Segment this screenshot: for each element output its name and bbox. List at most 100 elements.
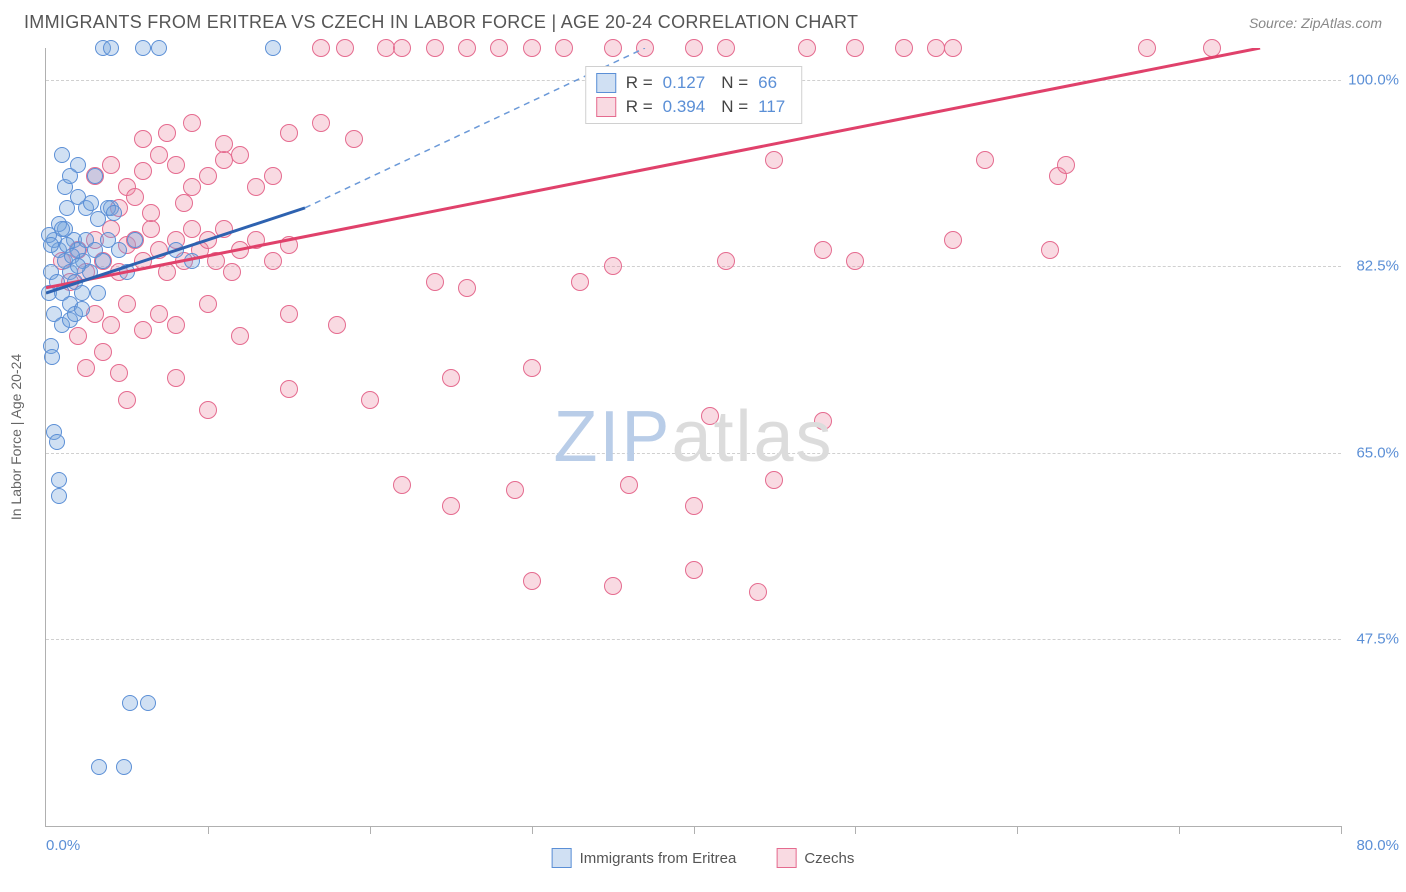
data-point-czechs — [199, 401, 217, 419]
data-point-czechs — [685, 561, 703, 579]
data-point-eritrea — [70, 258, 86, 274]
n-value-eritrea: 66 — [758, 73, 777, 93]
data-point-czechs — [231, 146, 249, 164]
n-label: N = — [721, 97, 748, 117]
data-point-eritrea — [54, 147, 70, 163]
x-tick — [1179, 826, 1180, 834]
data-point-czechs — [69, 327, 87, 345]
data-point-eritrea — [168, 242, 184, 258]
data-point-czechs — [442, 497, 460, 515]
watermark-zip: ZIP — [553, 397, 671, 477]
data-point-eritrea — [119, 264, 135, 280]
data-point-eritrea — [265, 40, 281, 56]
x-axis-max-label: 80.0% — [1356, 837, 1399, 854]
data-point-czechs — [175, 194, 193, 212]
data-point-czechs — [1041, 241, 1059, 259]
data-point-czechs — [312, 39, 330, 57]
data-point-czechs — [126, 188, 144, 206]
data-point-czechs — [345, 130, 363, 148]
data-point-eritrea — [91, 759, 107, 775]
data-point-eritrea — [51, 488, 67, 504]
data-point-eritrea — [51, 472, 67, 488]
data-point-czechs — [523, 39, 541, 57]
data-point-czechs — [118, 391, 136, 409]
data-point-czechs — [393, 476, 411, 494]
data-point-czechs — [134, 252, 152, 270]
data-point-eritrea — [116, 759, 132, 775]
data-point-czechs — [167, 369, 185, 387]
data-point-czechs — [685, 39, 703, 57]
data-point-eritrea — [62, 168, 78, 184]
stats-legend: R = 0.127 N = 66 R = 0.394 N = 117 — [585, 66, 803, 124]
data-point-eritrea — [90, 285, 106, 301]
r-value-eritrea: 0.127 — [663, 73, 706, 93]
data-point-czechs — [247, 231, 265, 249]
data-point-czechs — [158, 124, 176, 142]
y-tick-label: 47.5% — [1356, 631, 1399, 648]
scatter-chart: In Labor Force | Age 20-24 ZIPatlas R = … — [45, 48, 1341, 827]
data-point-czechs — [944, 39, 962, 57]
data-point-czechs — [77, 359, 95, 377]
data-point-czechs — [604, 577, 622, 595]
data-point-eritrea — [74, 301, 90, 317]
data-point-eritrea — [127, 232, 143, 248]
data-point-czechs — [264, 252, 282, 270]
y-tick-label: 65.0% — [1356, 444, 1399, 461]
data-point-czechs — [765, 471, 783, 489]
x-tick — [370, 826, 371, 834]
n-value-czechs: 117 — [758, 97, 785, 117]
data-point-czechs — [717, 39, 735, 57]
data-point-czechs — [183, 220, 201, 238]
stats-row-czechs: R = 0.394 N = 117 — [596, 95, 792, 119]
x-tick — [532, 826, 533, 834]
data-point-eritrea — [151, 40, 167, 56]
data-point-czechs — [199, 231, 217, 249]
r-label: R = — [626, 73, 653, 93]
data-point-czechs — [846, 252, 864, 270]
gridline — [46, 639, 1341, 640]
x-tick — [1017, 826, 1018, 834]
data-point-czechs — [223, 263, 241, 281]
data-point-czechs — [102, 316, 120, 334]
data-point-czechs — [361, 391, 379, 409]
data-point-eritrea — [49, 434, 65, 450]
data-point-czechs — [142, 204, 160, 222]
data-point-eritrea — [122, 695, 138, 711]
data-point-eritrea — [103, 40, 119, 56]
data-point-czechs — [110, 364, 128, 382]
data-point-eritrea — [87, 168, 103, 184]
r-value-czechs: 0.394 — [663, 97, 706, 117]
data-point-czechs — [685, 497, 703, 515]
data-point-eritrea — [106, 205, 122, 221]
data-point-czechs — [523, 359, 541, 377]
data-point-czechs — [798, 39, 816, 57]
legend-label-eritrea: Immigrants from Eritrea — [580, 850, 737, 867]
gridline — [46, 453, 1341, 454]
swatch-czechs — [776, 848, 796, 868]
r-label: R = — [626, 97, 653, 117]
data-point-czechs — [134, 321, 152, 339]
data-point-czechs — [523, 572, 541, 590]
x-tick — [208, 826, 209, 834]
data-point-czechs — [150, 305, 168, 323]
y-tick-label: 82.5% — [1356, 258, 1399, 275]
data-point-czechs — [312, 114, 330, 132]
data-point-czechs — [426, 273, 444, 291]
data-point-eritrea — [184, 253, 200, 269]
data-point-czechs — [717, 252, 735, 270]
data-point-eritrea — [140, 695, 156, 711]
data-point-eritrea — [43, 237, 59, 253]
data-point-czechs — [1203, 39, 1221, 57]
data-point-czechs — [814, 412, 832, 430]
data-point-czechs — [207, 252, 225, 270]
data-point-czechs — [604, 39, 622, 57]
data-point-eritrea — [44, 349, 60, 365]
swatch-czechs — [596, 97, 616, 117]
data-point-czechs — [231, 327, 249, 345]
swatch-eritrea — [552, 848, 572, 868]
data-point-eritrea — [95, 253, 111, 269]
data-point-czechs — [142, 220, 160, 238]
chart-title: IMMIGRANTS FROM ERITREA VS CZECH IN LABO… — [24, 12, 858, 33]
data-point-czechs — [814, 241, 832, 259]
y-axis-title: In Labor Force | Age 20-24 — [8, 354, 24, 520]
